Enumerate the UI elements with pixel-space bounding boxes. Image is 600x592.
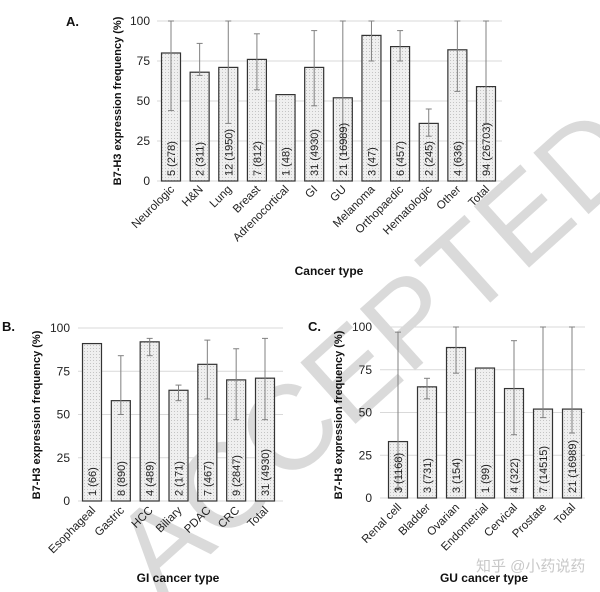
panel-label-c: C. bbox=[308, 319, 321, 334]
y-tick-label: 100 bbox=[130, 14, 150, 28]
bar-label: 31 (4930) bbox=[260, 449, 272, 496]
bar-label: 21 (16989) bbox=[338, 123, 350, 176]
bar-label: 9 (2847) bbox=[231, 455, 243, 496]
category-label: GU bbox=[328, 184, 349, 205]
bar-label: 4 (489) bbox=[145, 461, 157, 496]
y-tick-label: 50 bbox=[359, 406, 373, 420]
y-tick-label: 75 bbox=[57, 364, 71, 378]
category-label: Renal cell bbox=[360, 502, 404, 546]
bar bbox=[81, 342, 103, 502]
category-label: Lung bbox=[208, 184, 235, 211]
y-tick-label: 50 bbox=[57, 408, 71, 422]
x-axis-label-a: Cancer type bbox=[295, 264, 364, 278]
category-label: Esophageal bbox=[47, 505, 98, 556]
bar-label: 3 (47) bbox=[366, 147, 378, 176]
bar-label: 21 (16989) bbox=[567, 440, 579, 493]
bar-label: 7 (467) bbox=[202, 461, 214, 496]
category-label: Neurologic bbox=[130, 183, 178, 231]
bar bbox=[474, 367, 496, 499]
x-axis-label-b: GI cancer type bbox=[137, 571, 220, 585]
bar-label: 2 (171) bbox=[174, 461, 186, 496]
category-label: H&N bbox=[180, 184, 206, 210]
y-axis-label-a: B7-H3 expression frequency (%) bbox=[112, 16, 124, 185]
bar-label: 2 (245) bbox=[424, 141, 436, 176]
y-tick-label: 0 bbox=[63, 494, 70, 508]
bar-label: 5 (278) bbox=[166, 141, 178, 176]
y-tick-label: 0 bbox=[365, 491, 372, 505]
bar bbox=[275, 93, 296, 182]
y-axis-label-c: B7-H3 expression frequency (%) bbox=[333, 330, 345, 499]
bar-label: 7 (14515) bbox=[538, 446, 550, 493]
bar-label: 7 (812) bbox=[252, 141, 264, 176]
credit-watermark: 知乎 @小药说药 bbox=[476, 558, 585, 575]
panel-label-b: B. bbox=[2, 319, 15, 334]
category-label: GI bbox=[303, 184, 320, 201]
y-tick-label: 25 bbox=[137, 134, 151, 148]
y-tick-label: 25 bbox=[57, 451, 71, 465]
y-tick-label: 0 bbox=[143, 174, 150, 188]
y-tick-label: 50 bbox=[137, 94, 151, 108]
y-tick-label: 100 bbox=[352, 320, 372, 334]
bar-label: 1 (99) bbox=[480, 464, 492, 493]
bar-label: 94 (26703) bbox=[481, 123, 493, 176]
y-tick-label: 75 bbox=[359, 363, 373, 377]
bar-label: 4 (322) bbox=[509, 458, 521, 493]
bar-label: 4 (636) bbox=[452, 141, 464, 176]
panel-label-a: A. bbox=[66, 14, 79, 29]
y-tick-label: 100 bbox=[50, 321, 70, 335]
bar-label: 2 (311) bbox=[195, 142, 207, 176]
bar-label: 6 (457) bbox=[395, 141, 407, 176]
bar-label: 8 (890) bbox=[116, 461, 128, 496]
bar-label: 1 (48) bbox=[281, 147, 293, 176]
bar-label: 31 (4930) bbox=[309, 129, 321, 176]
bar-label: 3 (731) bbox=[422, 458, 434, 493]
y-axis-label-b: B7-H3 expression frequency (%) bbox=[31, 330, 43, 499]
x-axis-label-c: GU cancer type bbox=[440, 571, 528, 585]
y-tick-label: 25 bbox=[359, 448, 373, 462]
bar-label: 3 (154) bbox=[451, 458, 463, 493]
category-label: Total bbox=[552, 502, 578, 528]
y-tick-label: 75 bbox=[137, 54, 151, 68]
bar-label: 3 (1168) bbox=[393, 453, 405, 493]
bar-label: 1 (66) bbox=[87, 467, 99, 496]
bar-label: 12 (1950) bbox=[223, 129, 235, 176]
